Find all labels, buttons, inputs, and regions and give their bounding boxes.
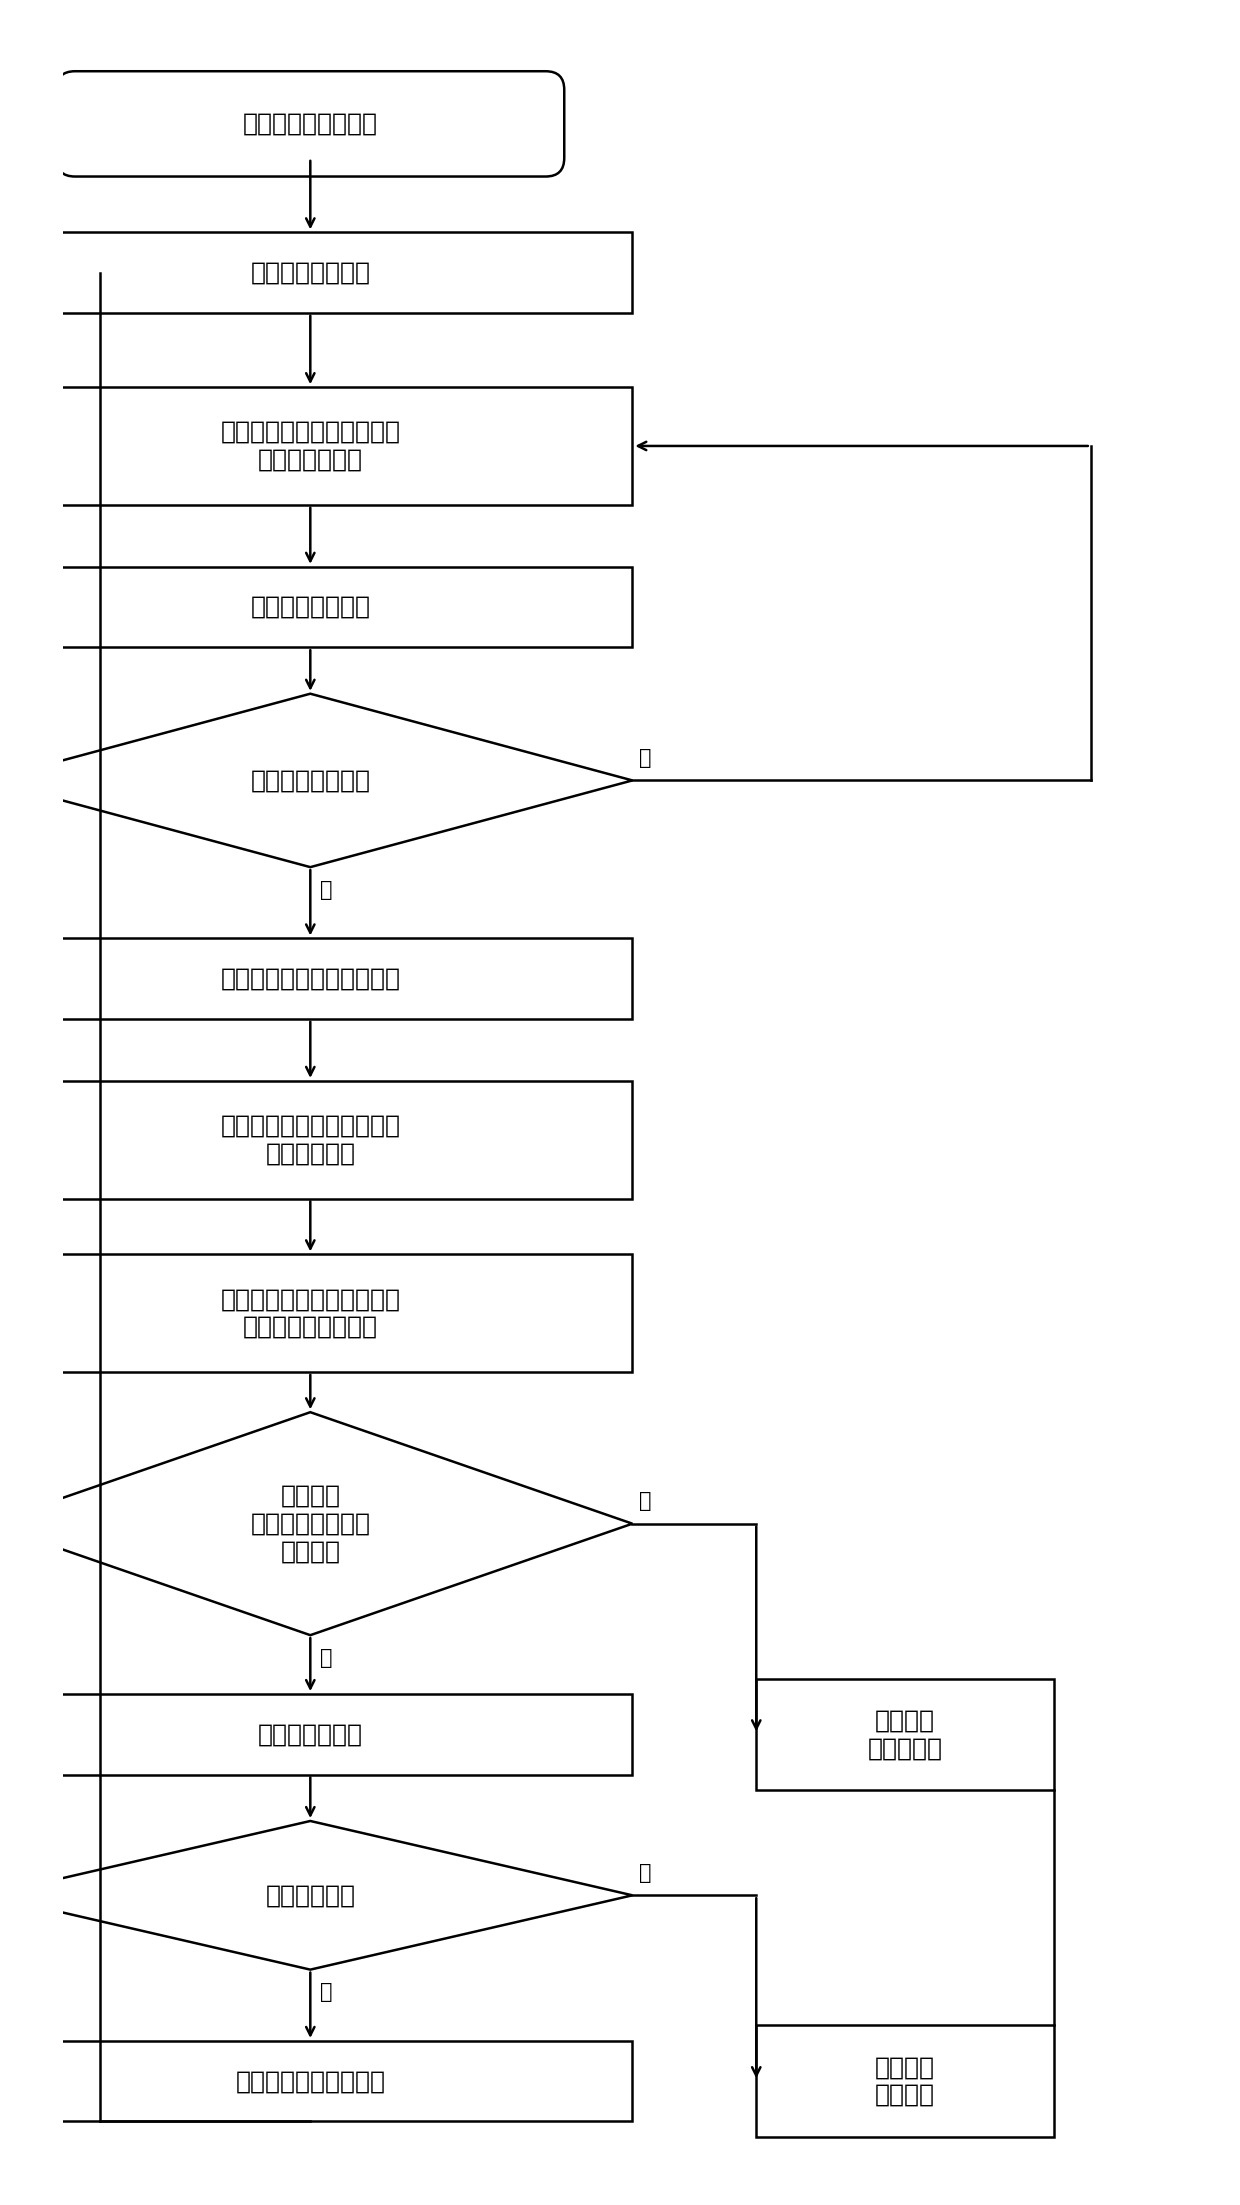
Polygon shape (0, 1411, 632, 1636)
Text: 否: 否 (639, 1863, 651, 1883)
Text: 是: 是 (320, 1647, 332, 1667)
Bar (0, 939, 632, 1019)
Bar (0, 2042, 632, 2121)
Text: 记录击发瞬间光斑坐标，计
算矄准点偏差量: 记录击发瞬间光斑坐标，计 算矄准点偏差量 (221, 421, 401, 472)
Bar (0, 1255, 632, 1372)
Text: 该値是否
小于所校枪支自然
散布半径: 该値是否 小于所校枪支自然 散布半径 (250, 1484, 371, 1563)
Text: 否: 否 (639, 747, 651, 767)
Bar (0, 567, 632, 648)
Text: 计算理想弹孔射弹散布中心: 计算理想弹孔射弹散布中心 (221, 966, 401, 990)
Text: 是否需要修正: 是否需要修正 (265, 1883, 356, 1907)
Bar (0, 1080, 632, 1200)
Text: 校枪结束
此枪合格: 校枪结束 此枪合格 (875, 2055, 935, 2108)
Polygon shape (0, 1821, 632, 1969)
FancyBboxPatch shape (56, 71, 564, 176)
Text: 是: 是 (320, 1982, 332, 2002)
Text: 计算理想弹孔坐标: 计算理想弹孔坐标 (250, 595, 371, 620)
Text: 取各理想弹孔到射弹散布中
心欧氏距离中最大値: 取各理想弹孔到射弹散布中 心欧氏距离中最大値 (221, 1288, 401, 1338)
Text: 记录基准光斑坐标: 记录基准光斑坐标 (250, 260, 371, 284)
Text: 按修正量修正枪支准星: 按修正量修正枪支准星 (236, 2068, 386, 2093)
Text: 计算各理想弹孔到射弹散布
中心欧氏距离: 计算各理想弹孔到射弹散布 中心欧氏距离 (221, 1114, 401, 1166)
Text: 否: 否 (639, 1491, 651, 1510)
Text: 是: 是 (320, 880, 332, 900)
Bar (756, 2026, 1054, 2137)
Text: 计算枪支修正量: 计算枪支修正量 (258, 1722, 363, 1746)
Bar (0, 388, 632, 505)
Polygon shape (0, 695, 632, 867)
Text: 是否为第四次击发: 是否为第四次击发 (250, 767, 371, 792)
Bar (0, 1693, 632, 1775)
Bar (756, 1678, 1054, 1790)
Text: 校枪结束
此枪不合格: 校枪结束 此枪不合格 (868, 1709, 942, 1760)
Bar (0, 232, 632, 313)
Text: 开启系统，相机调焦: 开启系统，相机调焦 (243, 112, 378, 137)
